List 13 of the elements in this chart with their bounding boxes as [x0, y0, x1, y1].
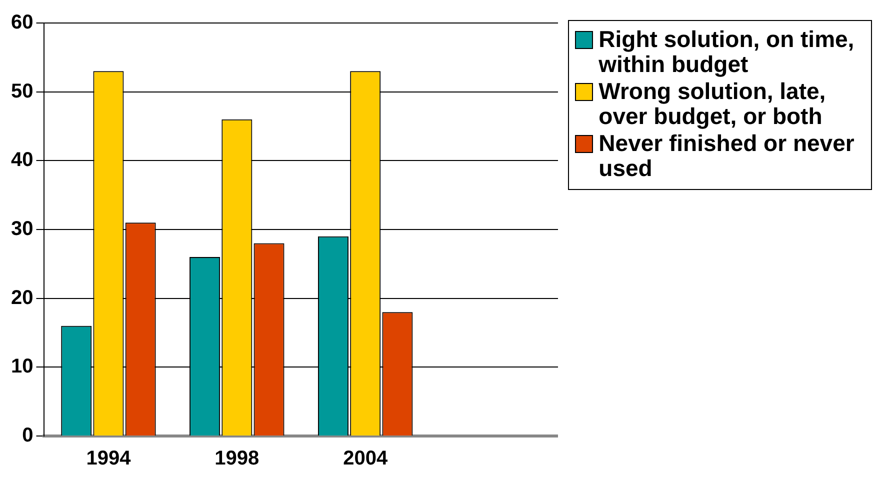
x-tick-label: 1994: [86, 448, 132, 470]
y-tick-label: 40: [10, 149, 34, 172]
y-tick-label: 60: [10, 12, 34, 34]
y-tick-label: 20: [10, 286, 34, 309]
y-tick-label: 50: [10, 80, 34, 102]
legend-label: Right solution, on time, within budget: [598, 26, 856, 77]
x-tick-label: 2004: [343, 448, 388, 470]
y-tick-label: 0: [22, 424, 34, 447]
y-tick-label: 30: [10, 218, 34, 240]
legend-label: Never finished or never used: [598, 130, 856, 181]
x-tick-label: 1998: [214, 448, 260, 470]
legend-label: Wrong solution, late, over budget, or both: [598, 78, 827, 129]
y-tick-label: 10: [10, 356, 34, 378]
